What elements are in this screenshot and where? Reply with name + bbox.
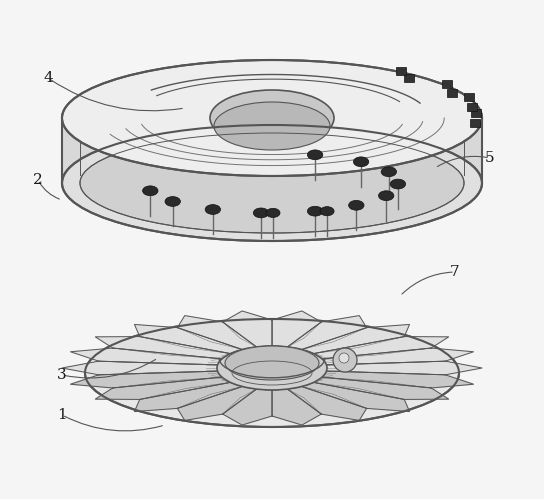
Ellipse shape bbox=[225, 346, 319, 380]
Polygon shape bbox=[71, 371, 222, 388]
Ellipse shape bbox=[214, 102, 330, 150]
Text: 3: 3 bbox=[57, 368, 67, 382]
Text: 1: 1 bbox=[57, 408, 67, 422]
Ellipse shape bbox=[62, 60, 482, 176]
Polygon shape bbox=[95, 377, 231, 399]
Circle shape bbox=[339, 353, 349, 363]
Ellipse shape bbox=[307, 150, 323, 160]
Polygon shape bbox=[322, 371, 473, 388]
Ellipse shape bbox=[354, 157, 369, 167]
FancyBboxPatch shape bbox=[465, 93, 474, 101]
Ellipse shape bbox=[390, 179, 406, 189]
Ellipse shape bbox=[349, 201, 364, 210]
Polygon shape bbox=[71, 348, 222, 365]
Polygon shape bbox=[62, 118, 482, 241]
FancyBboxPatch shape bbox=[396, 67, 406, 75]
Ellipse shape bbox=[307, 206, 323, 216]
Ellipse shape bbox=[210, 90, 334, 146]
Polygon shape bbox=[302, 324, 410, 354]
Polygon shape bbox=[222, 311, 272, 347]
Ellipse shape bbox=[62, 125, 482, 241]
Polygon shape bbox=[302, 382, 410, 412]
Circle shape bbox=[333, 348, 357, 372]
FancyBboxPatch shape bbox=[404, 74, 413, 82]
Ellipse shape bbox=[320, 207, 334, 216]
Polygon shape bbox=[287, 387, 367, 420]
Ellipse shape bbox=[217, 346, 327, 390]
Polygon shape bbox=[177, 315, 257, 349]
Text: 7: 7 bbox=[450, 265, 460, 279]
Polygon shape bbox=[272, 311, 322, 347]
Ellipse shape bbox=[143, 186, 158, 196]
Ellipse shape bbox=[165, 197, 181, 207]
FancyBboxPatch shape bbox=[470, 119, 480, 127]
Ellipse shape bbox=[85, 319, 459, 427]
Polygon shape bbox=[134, 324, 242, 354]
Ellipse shape bbox=[205, 205, 220, 215]
Ellipse shape bbox=[379, 191, 394, 201]
Ellipse shape bbox=[381, 167, 397, 177]
FancyBboxPatch shape bbox=[467, 103, 477, 111]
Ellipse shape bbox=[254, 208, 269, 218]
Text: 2: 2 bbox=[33, 173, 43, 187]
Polygon shape bbox=[95, 336, 231, 359]
FancyBboxPatch shape bbox=[447, 89, 457, 97]
Ellipse shape bbox=[80, 133, 464, 233]
FancyBboxPatch shape bbox=[471, 109, 481, 117]
FancyBboxPatch shape bbox=[442, 80, 453, 88]
Polygon shape bbox=[326, 361, 482, 375]
Polygon shape bbox=[134, 382, 242, 412]
Text: 5: 5 bbox=[485, 151, 495, 165]
Polygon shape bbox=[313, 336, 449, 359]
Ellipse shape bbox=[266, 209, 280, 218]
Polygon shape bbox=[177, 387, 257, 420]
Polygon shape bbox=[322, 348, 473, 365]
Polygon shape bbox=[313, 377, 449, 399]
Polygon shape bbox=[287, 315, 367, 349]
Polygon shape bbox=[222, 389, 272, 425]
Polygon shape bbox=[272, 389, 322, 425]
Text: 4: 4 bbox=[43, 71, 53, 85]
Polygon shape bbox=[62, 60, 482, 183]
Polygon shape bbox=[62, 361, 218, 375]
